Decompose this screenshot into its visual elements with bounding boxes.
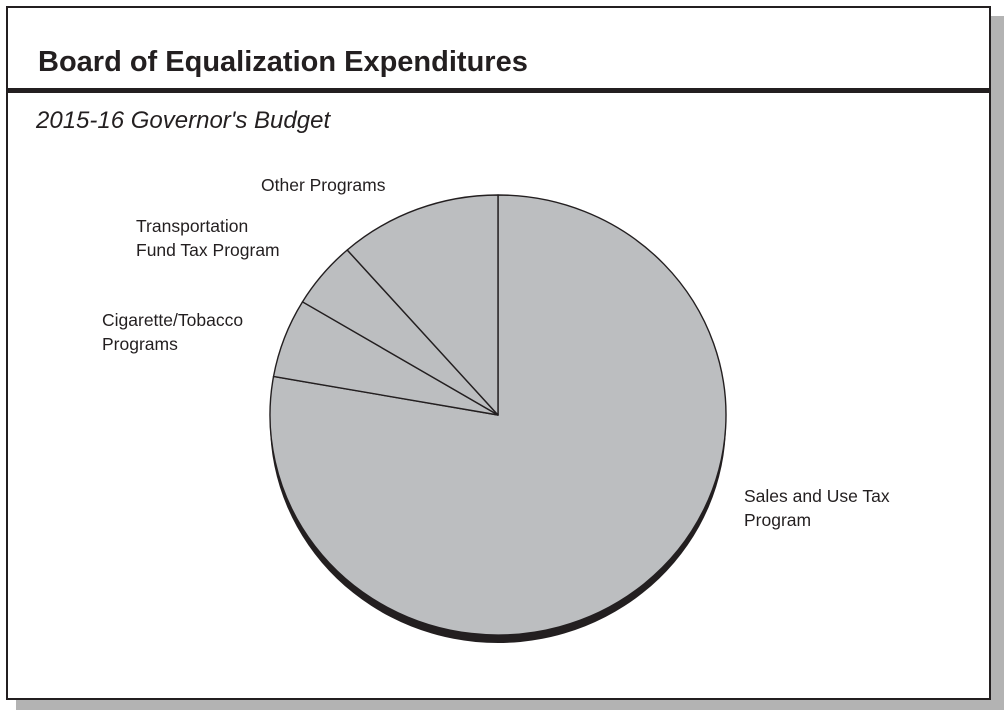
pie-label-line: Programs: [102, 334, 178, 354]
pie-slice-sales-and-use-tax-program: [269, 194, 727, 636]
pie-slice-other-programs: [346, 194, 499, 416]
pie-label-line: Cigarette/Tobacco: [102, 310, 243, 330]
pie-label-cigarette-tobacco-programs: Cigarette/Tobacco Programs: [102, 310, 243, 354]
pie-label-line: Other Programs: [261, 175, 386, 195]
pie-label-line: Program: [744, 510, 811, 530]
page-title: Board of Equalization Expenditures: [38, 46, 528, 78]
pie-label-other-programs: Other Programs: [261, 175, 386, 195]
chart-card: Board of Equalization Expenditures 2015-…: [6, 6, 991, 700]
pie-label-sales-and-use-tax-program: Sales and Use Tax Program: [744, 486, 890, 530]
pie-chart: Sales and Use Tax Program Cigarette/Tobacc…: [102, 175, 890, 643]
chart-subtitle: 2015-16 Governor's Budget: [36, 107, 331, 134]
pie-label-line: Sales and Use Tax: [744, 486, 890, 506]
pie-label-line: Transportation: [136, 216, 248, 236]
pie-label-transportation-fund-tax-program: Transportation Fund Tax Program: [136, 216, 280, 260]
pie-label-line: Fund Tax Program: [136, 240, 280, 260]
title-divider: [8, 88, 989, 93]
